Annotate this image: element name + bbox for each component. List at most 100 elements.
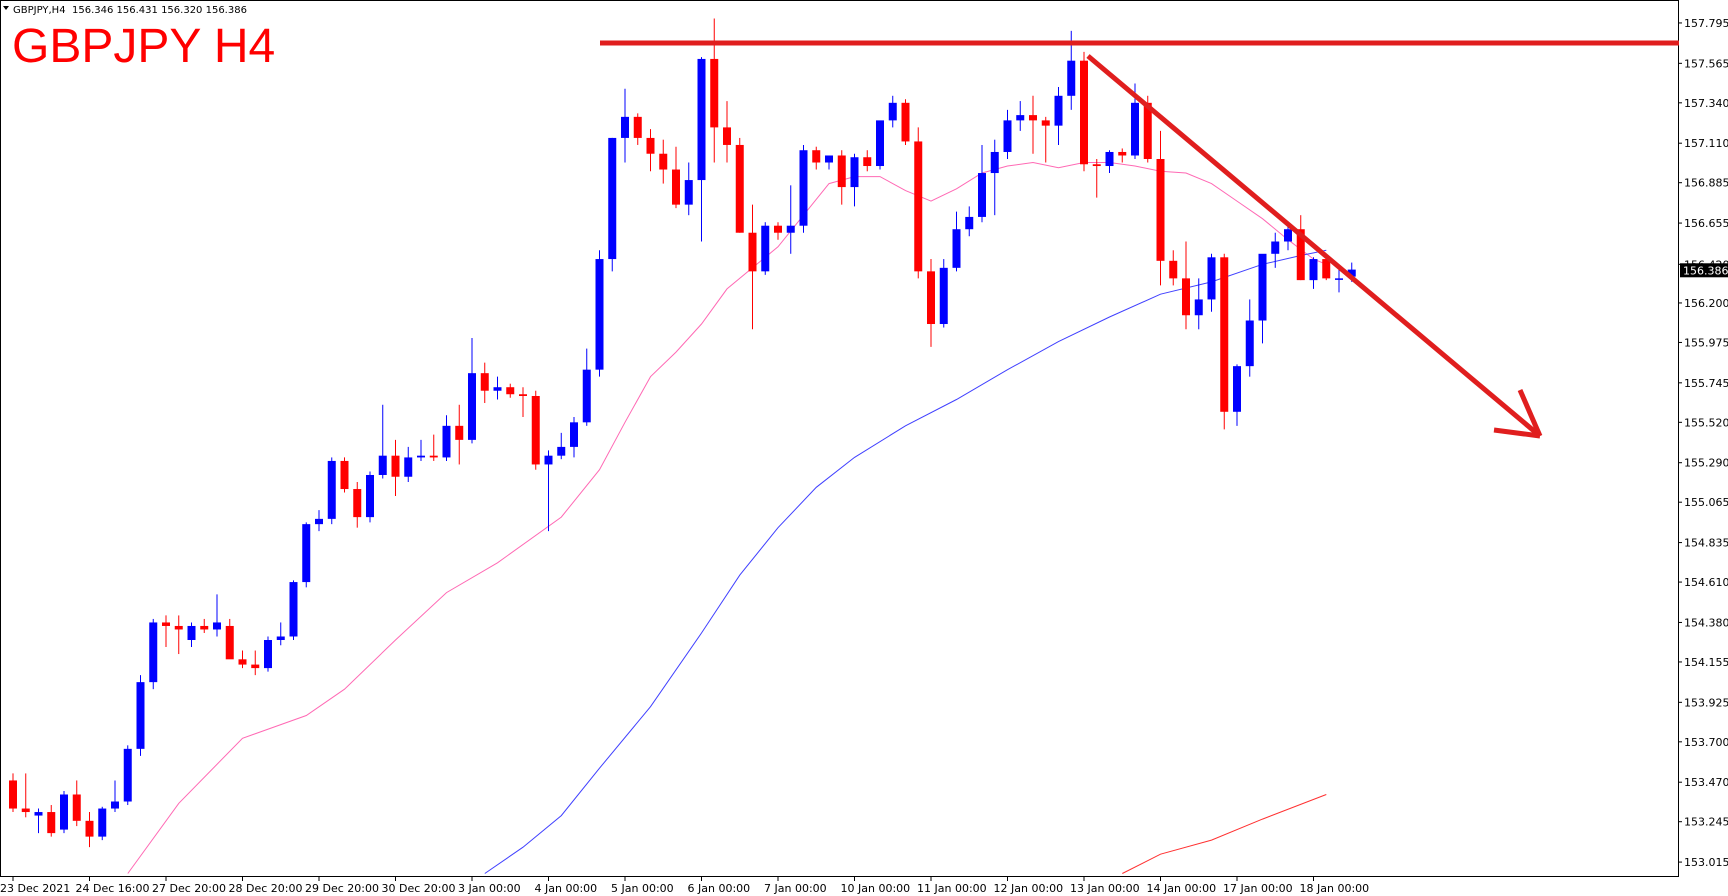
candle [238, 650, 247, 669]
candle [837, 150, 846, 205]
candle [850, 153, 859, 207]
price-axis[interactable]: 157.795 157.565 157.340 157.110 156.885 156.6… [1678, 17, 1728, 869]
candle-body [85, 820, 94, 837]
candle-body [570, 422, 578, 447]
candle-body [213, 622, 221, 630]
candle-body [531, 395, 540, 465]
candle [799, 144, 808, 233]
candle-body [799, 150, 808, 226]
candle-body [761, 225, 770, 272]
candle-body [914, 141, 923, 272]
candle-body [289, 582, 298, 637]
x-tick-label: 11 Jan 00:00 [917, 882, 987, 895]
candle [863, 150, 872, 172]
candle [340, 457, 349, 493]
candle-body [136, 682, 145, 749]
candle-body [72, 794, 81, 821]
candle [1271, 232, 1280, 268]
candle-body [519, 394, 527, 396]
candle-body [1258, 253, 1267, 321]
x-tick-label: 14 Jan 00:00 [1147, 882, 1217, 895]
candle-body [837, 155, 846, 188]
y-tick-label: 155.975 [1684, 336, 1728, 349]
y-tick-label: 154.610 [1684, 576, 1728, 589]
candle [774, 222, 782, 240]
candle [888, 95, 897, 128]
y-tick-label: 156.655 [1684, 217, 1728, 230]
candle [187, 622, 196, 648]
x-tick-label: 17 Jan 00:00 [1223, 882, 1293, 895]
y-tick-label: 157.795 [1684, 17, 1728, 30]
candle [251, 650, 260, 676]
candle [1105, 150, 1114, 174]
candle [378, 404, 387, 479]
dropdown-triangle-icon[interactable] [3, 6, 9, 10]
candle-body [302, 524, 311, 583]
candle [429, 434, 438, 461]
candle [939, 259, 948, 328]
candle [646, 129, 655, 172]
candle-body [582, 369, 591, 423]
candle-body [187, 625, 196, 641]
candle-body [850, 157, 859, 188]
candle-body [544, 455, 553, 465]
candle-body [21, 808, 30, 813]
candle [98, 806, 107, 841]
candle [621, 88, 629, 163]
candle-body [901, 102, 910, 142]
candle-body [557, 446, 566, 456]
candle [47, 805, 56, 837]
candle-body [684, 180, 693, 205]
candle-body [876, 120, 884, 167]
candle-body [1143, 102, 1152, 159]
candle [1258, 253, 1267, 344]
x-tick-label: 5 Jan 00:00 [611, 882, 674, 895]
candle-body [825, 155, 833, 163]
candle-body [417, 455, 425, 458]
candle [927, 259, 935, 347]
candle [1296, 215, 1305, 281]
candle-body [468, 373, 476, 440]
candle [1169, 250, 1178, 286]
candle [608, 137, 617, 272]
candle [1245, 299, 1254, 377]
y-tick-label: 154.835 [1684, 537, 1728, 550]
candle-body [1322, 259, 1331, 279]
time-axis[interactable]: 23 Dec 2021 24 Dec 16:00 27 Dec 20:00 28 De… [0, 877, 1369, 895]
candle-body [60, 794, 68, 830]
candle-body [646, 137, 655, 154]
current-price-marker: 156.386 [1680, 263, 1728, 278]
plot-frame [0, 0, 1679, 877]
candle-body [1220, 257, 1229, 412]
candle [1335, 267, 1343, 293]
x-tick-label: 18 Jan 00:00 [1300, 882, 1370, 895]
candle-body [9, 780, 17, 809]
candle-body [1029, 115, 1037, 121]
candle [225, 618, 234, 660]
candle [1322, 255, 1331, 281]
candle [1182, 241, 1190, 330]
candle [34, 808, 43, 834]
candle [570, 417, 578, 458]
overlay-title: GBPJPY H4 [12, 20, 275, 73]
candle [9, 773, 17, 813]
chart-header: GBPJPY,H4 156.346 156.431 156.320 156.38… [3, 5, 247, 16]
x-tick-label: 23 Dec 2021 [0, 882, 70, 895]
x-tick-label: 13 Jan 00:00 [1070, 882, 1140, 895]
candle-body [1207, 257, 1216, 300]
candle-body [1105, 151, 1114, 167]
y-tick-label: 155.290 [1684, 457, 1728, 470]
x-tick-label: 28 Dec 20:00 [229, 882, 303, 895]
candle [582, 348, 591, 426]
candle [136, 675, 145, 756]
candle-body [1284, 229, 1292, 242]
candle-body [1347, 269, 1356, 277]
candle [353, 482, 362, 528]
candle-body [1080, 60, 1088, 165]
candle [1054, 87, 1063, 145]
candle [1309, 257, 1318, 289]
candle [1220, 253, 1229, 430]
candle [786, 185, 795, 254]
candle-body [952, 229, 961, 268]
